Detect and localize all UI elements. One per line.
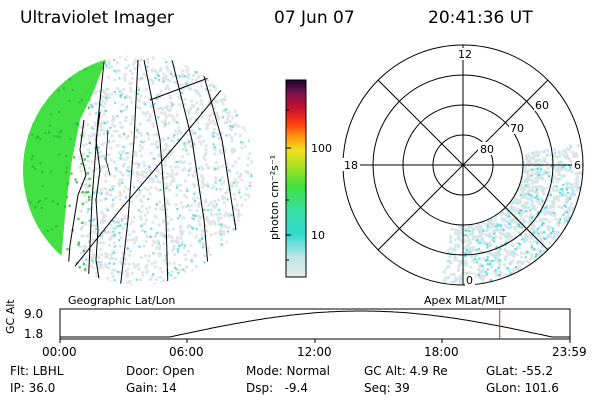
altitude-tick-low: 1.8 (24, 327, 44, 341)
mlt-label-0: 0 (466, 274, 473, 287)
color-bar: 100 10 photon cm⁻²s⁻¹ (268, 79, 332, 278)
mlt-label-18: 18 (344, 159, 358, 172)
time-tick-2359: 23:59 (552, 345, 587, 359)
dsp-status: Dsp: -9.4 (246, 381, 309, 395)
altitude-axis-label: GC Alt (4, 299, 17, 334)
colorbar-unit: photon cm⁻²s⁻¹ (268, 155, 281, 240)
filter-status: Flt: LBHL (10, 364, 64, 378)
gain-status: Gain: 14 (126, 381, 177, 395)
aurora-oval-speckle (442, 144, 583, 285)
right-panel-caption: Apex MLat/MLT (424, 294, 507, 307)
instrument-title: Ultraviolet Imager (20, 8, 174, 28)
mlat-label-60: 60 (535, 99, 549, 112)
time-label: 20:41:36 UT (428, 8, 533, 28)
mode-status: Mode: Normal (246, 364, 330, 378)
door-status: Door: Open (126, 364, 195, 378)
time-tick-0000: 00:00 (42, 345, 77, 359)
geographic-latitude: GLat: -55.2 (486, 364, 553, 378)
mlat-label-70: 70 (510, 122, 524, 135)
gc-alt-status: GC Alt: 4.9 Re (364, 364, 448, 378)
time-tick-1800: 18:00 (424, 345, 459, 359)
altitude-plot (59, 308, 571, 343)
altitude-tick-high: 9.0 (24, 307, 44, 321)
date-label: 07 Jun 07 (274, 8, 355, 28)
colorbar-tick-10: 10 (311, 229, 325, 242)
mlt-label-12: 12 (458, 48, 472, 61)
time-tick-0600: 06:00 (169, 345, 204, 359)
left-panel-caption: Geographic Lat/Lon (68, 294, 176, 307)
polar-plot: 12 18 6 0 60 70 80 (342, 44, 584, 287)
sequence-status: Seq: 39 (364, 381, 410, 395)
colorbar-tick-100: 100 (311, 142, 332, 155)
mlt-label-6: 6 (574, 159, 581, 172)
time-tick-1200: 12:00 (297, 345, 332, 359)
geographic-image (23, 55, 253, 285)
altitude-curve (60, 310, 570, 338)
ip-status: IP: 36.0 (10, 381, 56, 395)
geographic-longitude: GLon: 101.6 (486, 381, 559, 395)
dayglow-region (23, 55, 106, 285)
mlat-label-80: 80 (480, 143, 494, 156)
